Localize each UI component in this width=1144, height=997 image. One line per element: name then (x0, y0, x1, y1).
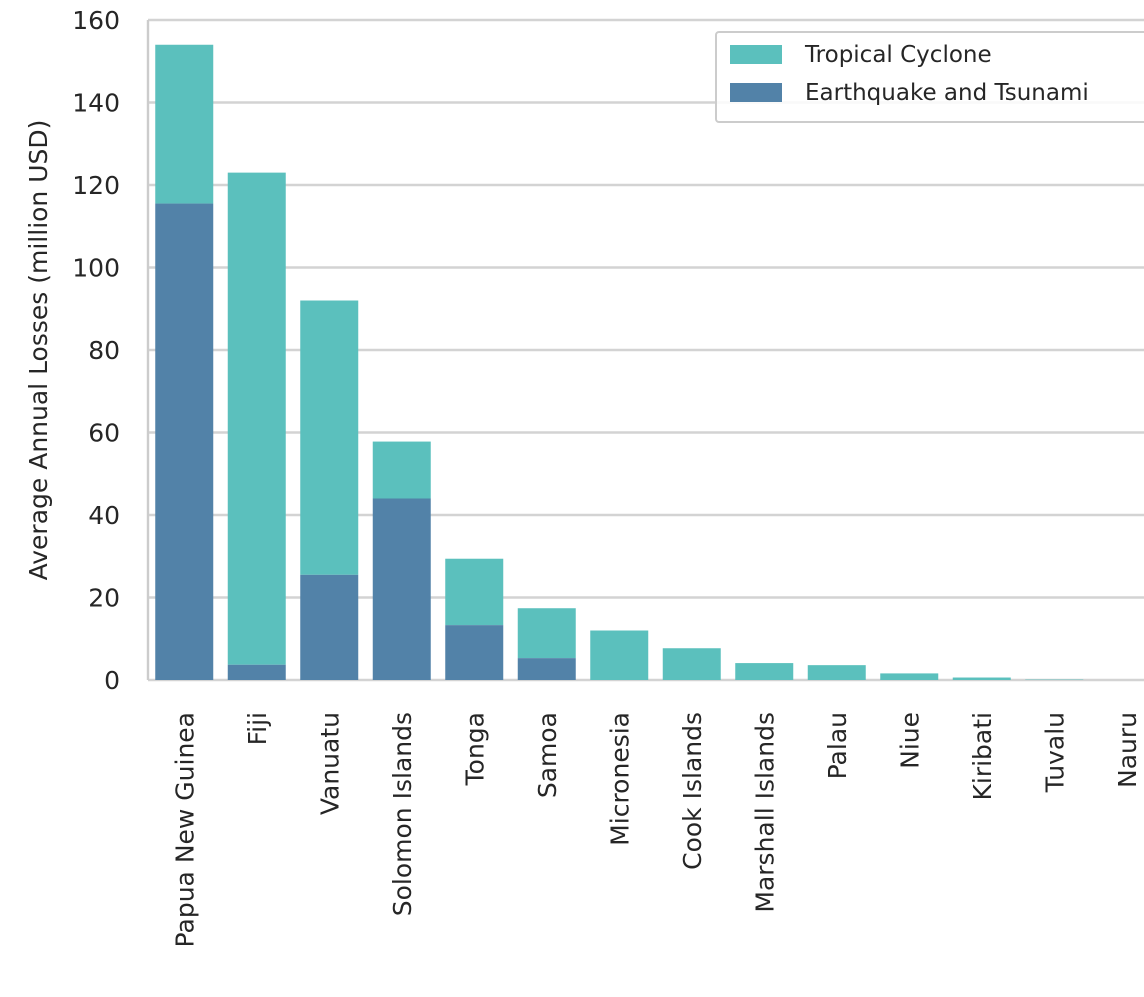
legend-label: Earthquake and Tsunami (805, 80, 1089, 106)
x-tick-label: Niue (895, 712, 924, 769)
bar-tropical-cyclone (662, 648, 721, 680)
bar-tropical-cyclone (372, 441, 431, 499)
bar-tropical-cyclone (227, 172, 286, 665)
bar-tropical-cyclone (517, 608, 576, 659)
x-tick-label: Solomon Islands (388, 712, 417, 916)
x-tick-label: Samoa (533, 712, 562, 798)
y-tick-label: 20 (88, 584, 120, 613)
bar-earthquake-tsunami (155, 203, 214, 680)
bar-earthquake-tsunami (445, 625, 504, 680)
bar-earthquake-tsunami (372, 498, 431, 680)
x-tick-label: Fiji (243, 712, 272, 745)
y-tick-label: 0 (104, 666, 120, 695)
bar-earthquake-tsunami (517, 658, 576, 680)
y-tick-labels: 0 20 40 60 80 100 120 140 160 (72, 6, 120, 695)
bar-tropical-cyclone (590, 630, 649, 680)
bar-tropical-cyclone (735, 663, 794, 680)
y-tick-label: 40 (88, 501, 120, 530)
bar-tropical-cyclone (807, 665, 866, 680)
legend-box (715, 31, 1144, 123)
y-tick-label: 140 (72, 89, 120, 118)
bar-layer (155, 44, 1084, 680)
x-tick-label: Micronesia (605, 712, 634, 846)
x-tick-label: Papua New Guinea (170, 712, 199, 947)
y-tick-label: 120 (72, 171, 120, 200)
bar-tropical-cyclone (300, 300, 359, 575)
x-tick-label: Nauru (1113, 712, 1142, 788)
x-tick-label: Vanuatu (315, 712, 344, 815)
bar-tropical-cyclone (952, 677, 1011, 680)
bar-earthquake-tsunami (300, 574, 359, 680)
y-tick-label: 60 (88, 419, 120, 448)
y-axis-title: Average Annual Losses (million USD) (24, 120, 53, 581)
legend: Tropical Cyclone Earthquake and Tsunami (715, 31, 1144, 123)
legend-swatch (730, 83, 782, 102)
x-tick-label: Kiribati (968, 712, 997, 801)
legend-label: Tropical Cyclone (804, 42, 992, 68)
x-tick-label: Tuvalu (1040, 712, 1069, 793)
x-tick-label: Tonga (460, 712, 489, 786)
bar-tropical-cyclone (880, 673, 939, 680)
x-tick-label: Cook Islands (678, 712, 707, 870)
bar-tropical-cyclone (445, 558, 504, 626)
legend-swatch (730, 45, 782, 64)
bar-tropical-cyclone (155, 44, 214, 204)
x-tick-labels: Papua New Guinea Fiji Vanuatu Solomon Islan… (170, 712, 1142, 947)
x-tick-label: Marshall Islands (750, 712, 779, 913)
y-tick-label: 100 (72, 254, 120, 283)
bar-earthquake-tsunami (227, 664, 286, 680)
y-tick-label: 80 (88, 336, 120, 365)
y-tick-label: 160 (72, 6, 120, 35)
x-tick-label: Palau (823, 712, 852, 779)
